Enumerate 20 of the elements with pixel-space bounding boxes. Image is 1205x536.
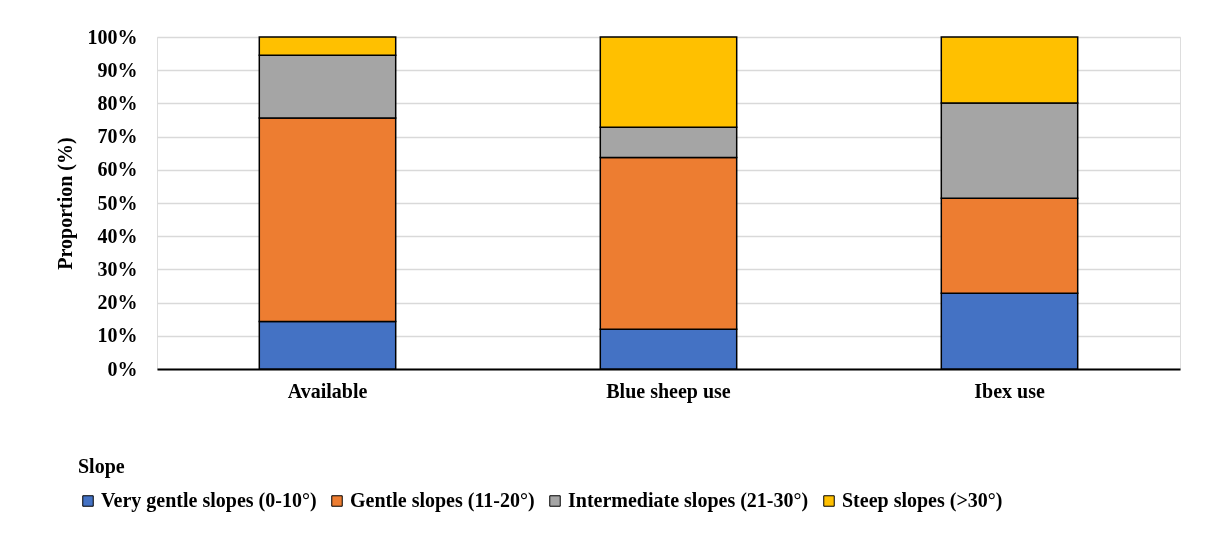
y-tick-label: 0% [107,357,138,380]
y-axis-title: Proportion (%) [53,137,77,270]
y-tick-label: 90% [97,58,138,81]
y-tick-label: 40% [97,224,138,247]
x-tick-label: Available [287,379,368,402]
legend-title: Slope [78,455,125,478]
y-tick-label: 100% [87,25,138,48]
y-tick-label: 10% [97,324,138,347]
y-tick-label: 20% [97,291,138,314]
x-tick-label: Ibex use [974,379,1045,402]
y-tick-label: 70% [97,125,138,148]
y-tick-label: 50% [97,191,138,214]
legend-label: Gentle slopes (11-20°) [350,489,535,512]
legend-label: Very gentle slopes (0-10°) [101,489,317,512]
legend-label: Steep slopes (>30°) [842,489,1003,512]
y-tick-label: 30% [97,257,138,280]
y-tick-label: 80% [97,91,138,114]
x-tick-label: Blue sheep use [606,379,731,403]
legend-label: Intermediate slopes (21-30°) [568,489,809,512]
y-tick-label: 60% [97,158,138,181]
